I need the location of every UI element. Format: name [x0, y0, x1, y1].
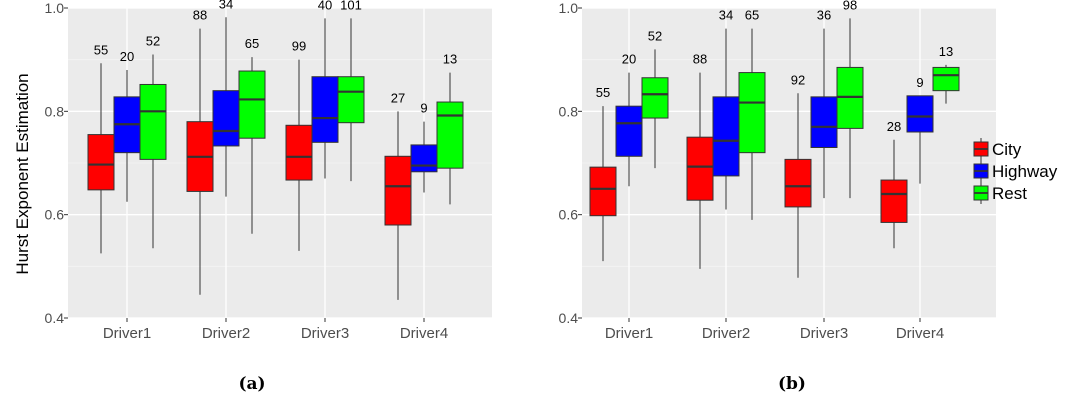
box-highway-driver3: 40 — [311, 0, 339, 179]
box-rest-driver2: 65 — [738, 8, 766, 220]
count-label: 34 — [719, 8, 733, 23]
box-city-driver3: 92 — [784, 72, 812, 278]
box-city-driver3: 99 — [285, 39, 313, 251]
x-tick-label-driver2: Driver2 — [202, 325, 250, 342]
box-city-driver4: 27 — [384, 90, 412, 300]
x-tick-label-driver4: Driver4 — [400, 325, 448, 342]
y-tick-label: 0.4 — [45, 310, 65, 326]
count-label: 52 — [146, 34, 160, 49]
legend-item-highway: Highway — [973, 160, 1058, 182]
count-label: 55 — [596, 85, 610, 100]
y-tick-label: 0.8 — [559, 103, 579, 119]
box-body — [436, 101, 464, 169]
box-body — [615, 105, 643, 157]
count-label: 88 — [193, 8, 207, 23]
box-body — [738, 72, 766, 154]
count-label: 20 — [120, 49, 134, 64]
count-label: 65 — [245, 36, 259, 51]
box-highway-driver3: 36 — [810, 8, 838, 199]
legend-label: City — [992, 140, 1022, 159]
box-body — [139, 83, 167, 160]
count-label: 101 — [340, 0, 362, 12]
box-body — [238, 70, 266, 139]
box-body — [810, 96, 838, 149]
box-body — [410, 144, 438, 173]
box-city-driver1: 55 — [87, 42, 115, 254]
count-label: 65 — [745, 8, 759, 23]
box-body — [589, 166, 617, 217]
count-label: 40 — [318, 0, 332, 12]
panel-a: 0.4 0.6 0.8 1.0 Driver1 Driver2 Driver3 Driver4… — [45, 0, 492, 342]
count-label: 27 — [391, 90, 405, 105]
box-rest-driver1: 52 — [641, 28, 669, 169]
count-label: 88 — [693, 52, 707, 67]
box-body — [337, 76, 365, 124]
legend: City Highway Rest — [973, 138, 1058, 204]
box-highway-driver4: 9 — [906, 75, 934, 184]
y-tick-label: 0.6 — [45, 207, 65, 223]
box-body — [285, 124, 313, 181]
x-tick-label-driver2: Driver2 — [702, 325, 750, 342]
box-city-driver4: 28 — [880, 119, 908, 249]
x-tick-label-driver3: Driver3 — [800, 325, 848, 342]
box-rest-driver1: 52 — [139, 34, 167, 249]
x-tick-label-driver3: Driver3 — [301, 325, 349, 342]
box-rest-driver3: 98 — [836, 0, 864, 199]
box-body — [906, 95, 934, 133]
count-label: 52 — [648, 28, 662, 43]
legend-item-rest: Rest — [973, 182, 1027, 204]
count-label: 92 — [791, 72, 805, 87]
count-label: 36 — [817, 8, 831, 23]
x-tick-label-driver1: Driver1 — [605, 325, 653, 342]
box-body — [880, 179, 908, 223]
y-tick-label: 0.8 — [45, 103, 65, 119]
legend-label: Highway — [992, 162, 1058, 181]
box-highway-driver2: 34 — [712, 8, 740, 210]
box-body — [641, 77, 669, 119]
y-axis-label: Hurst Exponent Estimation — [13, 73, 32, 274]
box-city-driver2: 88 — [686, 52, 714, 269]
y-tick-label: 0.6 — [559, 207, 579, 223]
legend-label: Rest — [992, 184, 1027, 203]
box-highway-driver1: 20 — [615, 52, 643, 187]
box-rest-driver4: 13 — [932, 44, 960, 104]
y-tick-label: 0.4 — [559, 310, 579, 326]
box-rest-driver4: 13 — [436, 52, 464, 205]
count-label: 34 — [219, 0, 233, 11]
count-label: 9 — [916, 75, 923, 90]
box-rest-driver2: 65 — [238, 36, 266, 234]
box-highway-driver4: 9 — [410, 101, 438, 193]
y-tick-label: 1.0 — [559, 0, 579, 16]
box-body — [311, 76, 339, 143]
box-highway-driver1: 20 — [113, 49, 141, 202]
x-tick-label-driver1: Driver1 — [103, 325, 151, 342]
box-body — [384, 155, 412, 226]
box-body — [87, 134, 115, 191]
count-label: 55 — [94, 42, 108, 57]
panel-b: 0.4 0.6 0.8 1.0 Driver1 Driver2 Driver3 Driver4… — [559, 0, 996, 342]
count-label: 20 — [622, 52, 636, 67]
count-label: 99 — [292, 39, 306, 54]
box-city-driver2: 88 — [186, 8, 214, 295]
box-body — [686, 136, 714, 201]
count-label: 13 — [443, 52, 457, 67]
box-body — [212, 90, 240, 147]
legend-item-city: City — [973, 138, 1022, 160]
y-tick-label: 1.0 — [45, 0, 65, 16]
count-label: 9 — [420, 101, 427, 116]
x-tick-label-driver4: Driver4 — [896, 325, 944, 342]
box-body — [932, 66, 960, 92]
box-body — [712, 96, 740, 177]
caption-a: (a) — [238, 374, 265, 394]
box-body — [784, 158, 812, 208]
count-label: 28 — [887, 119, 901, 134]
count-label: 98 — [843, 0, 857, 12]
caption-b: (b) — [778, 374, 806, 394]
box-city-driver1: 55 — [589, 85, 617, 262]
box-rest-driver3: 101 — [337, 0, 365, 182]
count-label: 13 — [939, 44, 953, 59]
